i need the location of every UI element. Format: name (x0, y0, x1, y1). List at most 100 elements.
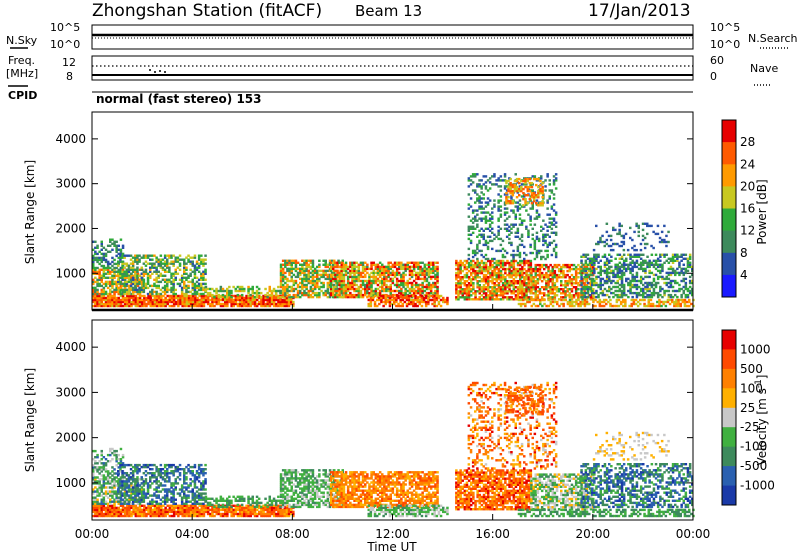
power-cell (459, 261, 462, 265)
power-cell (503, 223, 507, 226)
power-cell (385, 277, 388, 281)
power-cell (484, 273, 488, 277)
power-cell (351, 279, 354, 283)
power-cell (397, 304, 400, 308)
power-cell (127, 278, 131, 281)
power-cell (155, 304, 159, 308)
power-cell (187, 300, 191, 304)
power-cell (206, 287, 210, 291)
power-cell (408, 265, 412, 269)
power-cell (686, 289, 690, 293)
power-cell (530, 273, 533, 277)
power-cell (415, 281, 418, 285)
power-cell (163, 280, 167, 284)
power-cell (400, 279, 403, 283)
power-cell (622, 267, 626, 271)
power-cell (537, 251, 541, 255)
power-cell (538, 263, 542, 267)
power-cell (149, 276, 152, 279)
power-cell (488, 225, 492, 228)
power-cell (236, 304, 240, 308)
power-cell (633, 277, 636, 281)
power-cell (525, 253, 528, 257)
power-cell (620, 255, 624, 258)
power-cell (249, 287, 252, 291)
power-cell (512, 280, 516, 283)
power-cell (204, 278, 207, 281)
power-cell (415, 291, 418, 295)
power-cell (123, 282, 126, 286)
power-cell (471, 249, 475, 253)
power-cell (480, 259, 484, 263)
power-cell (419, 277, 422, 281)
power-cell (301, 293, 304, 297)
power-cell (144, 254, 148, 257)
power-cell (467, 227, 471, 230)
power-cell (195, 286, 199, 290)
power-cell (681, 298, 685, 302)
power-cell (307, 277, 310, 281)
power-cell (463, 265, 467, 269)
power-cell (102, 264, 106, 268)
power-cell (200, 304, 204, 308)
power-cell (185, 284, 188, 288)
power-cell (342, 283, 346, 287)
power-cell (318, 291, 321, 295)
power-cell (535, 209, 539, 212)
power-cell (572, 267, 576, 271)
power-cell (145, 298, 148, 302)
power-cell (499, 271, 503, 275)
power-cell (268, 304, 272, 308)
power-cell (635, 265, 639, 269)
power-cell (349, 269, 352, 273)
power-cell (253, 295, 257, 299)
power-cell (514, 294, 518, 297)
power-cell (637, 255, 641, 258)
power-cell (633, 244, 636, 248)
power-cell (470, 280, 473, 283)
power-cell (674, 255, 677, 258)
power-cell (603, 253, 607, 256)
power-cell (153, 262, 156, 265)
power-cell (305, 275, 308, 279)
power-cell (414, 296, 417, 300)
power-cell (516, 263, 520, 267)
power-cell (476, 284, 479, 287)
power-cell (520, 243, 524, 247)
power-cell (508, 298, 511, 301)
power-cell (364, 287, 367, 291)
power-cell (104, 268, 108, 271)
power-cell (489, 276, 492, 279)
power-cell (307, 281, 310, 285)
power-cell (286, 277, 289, 281)
power-cell (381, 265, 384, 269)
power-cell (374, 271, 378, 275)
power-cell (180, 258, 184, 261)
power-cell (574, 276, 578, 279)
power-cell (639, 248, 643, 252)
power-cell (372, 277, 375, 281)
power-cell (121, 272, 124, 275)
power-cell (507, 196, 510, 199)
power-cell (488, 235, 492, 238)
power-cell (546, 229, 549, 232)
power-cell (668, 302, 672, 306)
power-cell (497, 276, 501, 279)
power-cell (526, 202, 529, 205)
power-cell (121, 296, 125, 300)
power-cell (495, 263, 498, 267)
power-cell (346, 285, 350, 289)
power-cell (570, 263, 574, 267)
power-cell (415, 261, 418, 264)
power-cell (620, 295, 624, 299)
power-cell (266, 302, 269, 306)
power-cell (646, 261, 649, 264)
power-cell (669, 265, 673, 269)
power-cell (200, 296, 204, 300)
power-cell (568, 282, 571, 285)
power-cell (143, 300, 146, 304)
power-cell (661, 269, 664, 273)
power-cell (433, 302, 436, 306)
power-cell (202, 276, 205, 279)
power-cell (174, 292, 177, 296)
